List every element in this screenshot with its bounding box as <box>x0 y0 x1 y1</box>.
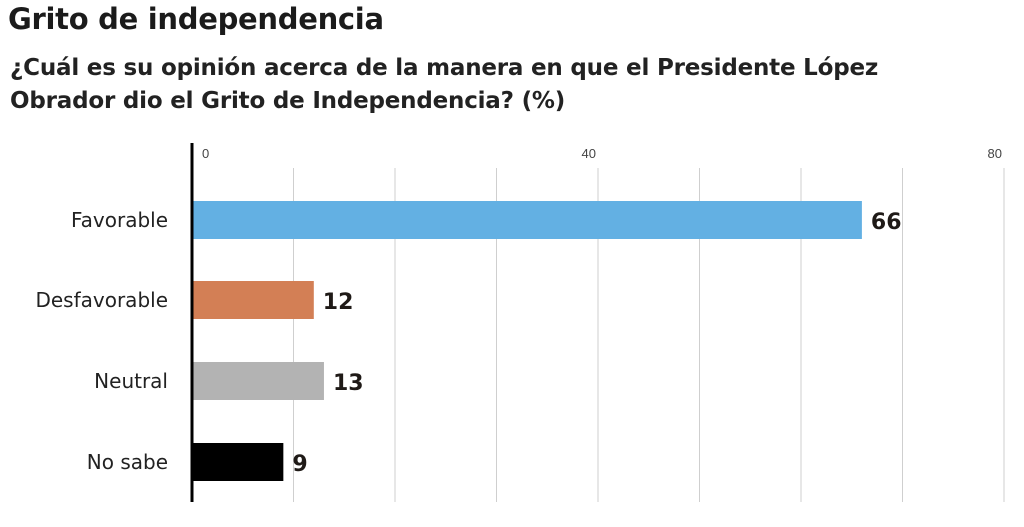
chart-title: Grito de independencia <box>8 2 384 36</box>
x-tick-label: 0 <box>202 146 209 161</box>
value-label: 12 <box>323 290 354 315</box>
value-label: 9 <box>292 452 307 477</box>
bar-no-sabe <box>192 443 284 481</box>
value-label: 13 <box>333 371 364 396</box>
bar-desfavorable <box>192 281 314 319</box>
value-label: 66 <box>871 210 902 235</box>
bar-neutral <box>192 362 324 400</box>
category-label: Desfavorable <box>35 288 168 312</box>
x-tick-label: 80 <box>988 146 1002 161</box>
x-tick-label: 40 <box>582 146 596 161</box>
category-label: Neutral <box>94 369 168 393</box>
category-label: No sabe <box>87 450 168 474</box>
category-label: Favorable <box>71 208 168 232</box>
chart-subtitle: ¿Cuál es su opinión acerca de la manera … <box>10 55 879 114</box>
bar-favorable <box>192 201 862 239</box>
